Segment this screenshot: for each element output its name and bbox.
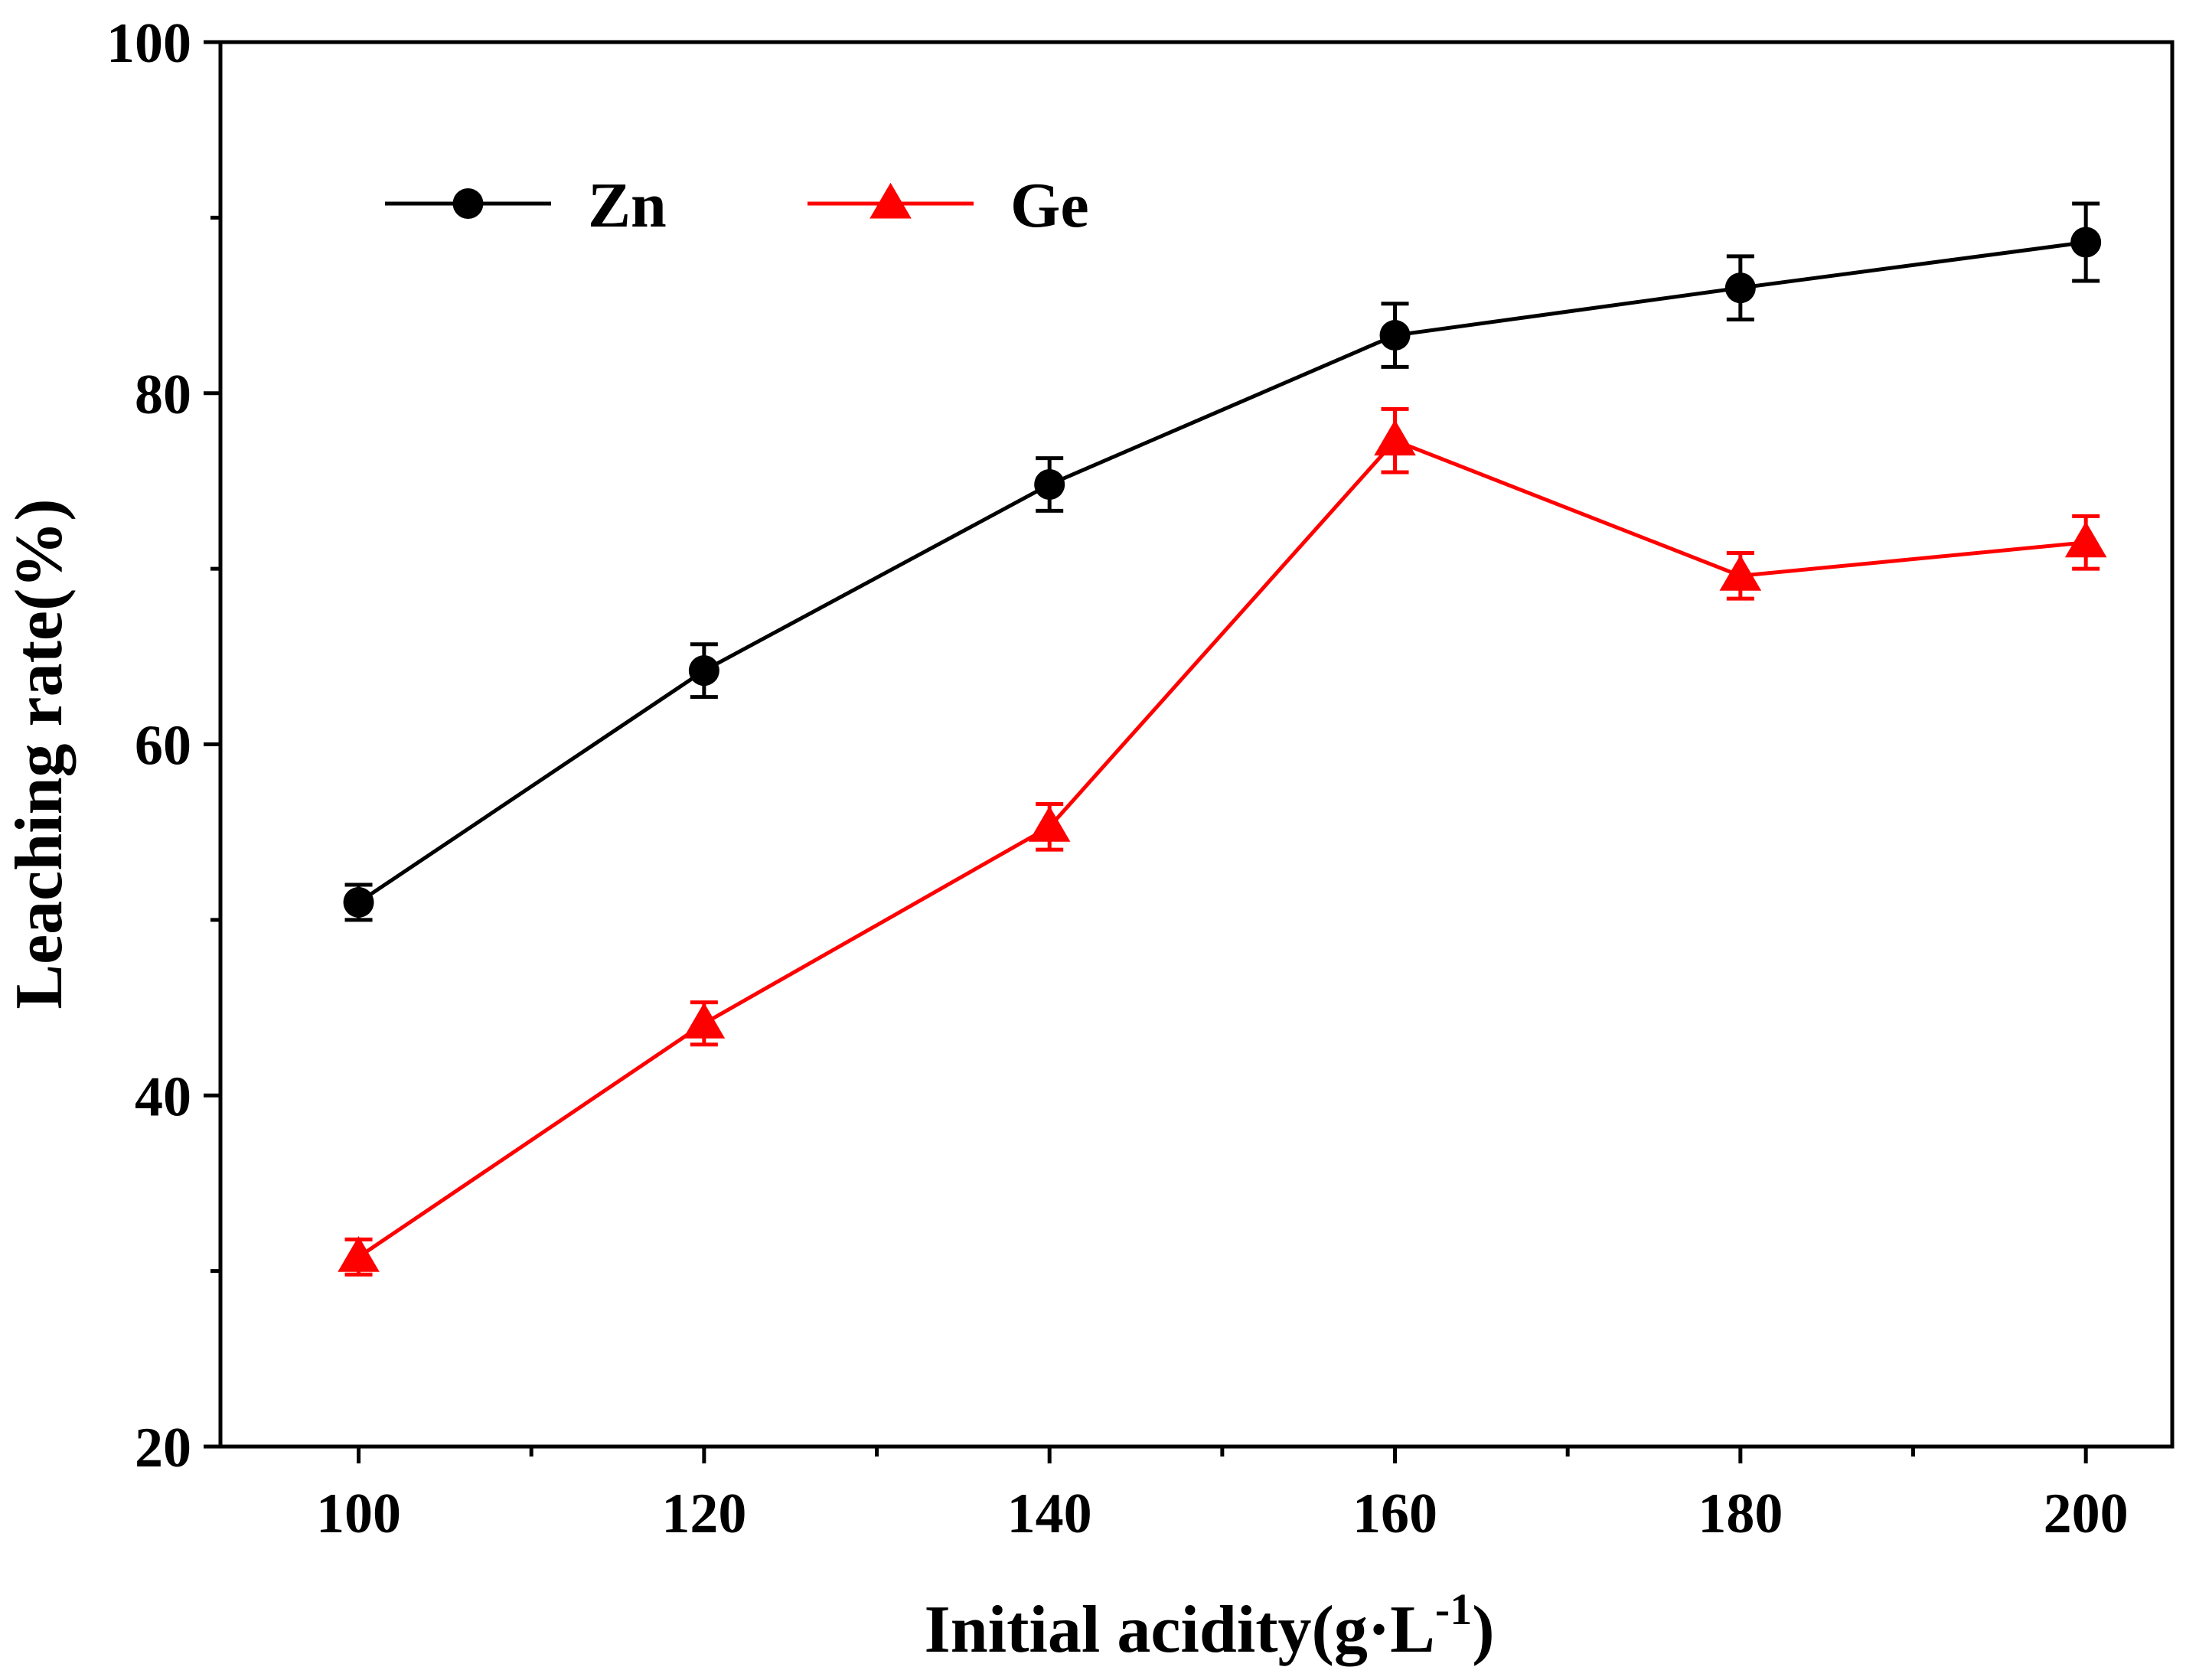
series-line-zn [357, 240, 2086, 905]
data-point-zn-180 [1724, 272, 1756, 304]
legend-label-ge: Ge [1010, 170, 1089, 241]
x-tick-label-120: 120 [661, 1483, 746, 1545]
data-point-ge-180 [1719, 555, 1762, 591]
plot-frame [218, 40, 2175, 1449]
series-zn [343, 201, 2102, 922]
y-tick-label-100: 100 [106, 12, 191, 75]
x-tick-label-200: 200 [2044, 1483, 2129, 1545]
data-point-zn-200 [2070, 227, 2102, 258]
x-axis-title-superscript: -1 [1435, 1584, 1472, 1634]
legend-item-zn: Zn [385, 170, 667, 241]
series-line-ge [357, 438, 2086, 1259]
data-point-zn-100 [343, 886, 374, 918]
x-axis-title-close: ) [1472, 1593, 1494, 1667]
data-point-ge-200 [2064, 521, 2107, 558]
y-tick-label-80: 80 [135, 364, 191, 426]
x-axis-title: Initial acidity(g·L-1) [924, 1584, 1494, 1667]
data-point-ge-120 [683, 1002, 726, 1039]
x-axis-title-main: Initial acidity(g·L [924, 1593, 1434, 1667]
y-tick-label-20: 20 [135, 1417, 191, 1479]
x-tick-label-100: 100 [316, 1483, 401, 1545]
data-point-zn-140 [1034, 469, 1065, 501]
legend-marker-zn [452, 188, 484, 219]
legend-item-ge: Ge [808, 170, 1089, 241]
data-point-ge-160 [1374, 419, 1416, 456]
data-point-zn-160 [1379, 320, 1411, 351]
data-point-ge-140 [1028, 806, 1071, 842]
y-tick-label-60: 60 [135, 715, 191, 778]
x-tick-label-180: 180 [1698, 1483, 1783, 1545]
series-ge [338, 406, 2107, 1277]
data-point-ge-100 [338, 1235, 380, 1272]
legend-marker-ge [870, 182, 912, 219]
y-axis-title: Leaching rate(%) [2, 498, 77, 1009]
y-tick-label-40: 40 [135, 1065, 191, 1128]
legend-label-zn: Zn [588, 170, 667, 241]
x-tick-label-140: 140 [1007, 1483, 1092, 1545]
data-point-zn-120 [688, 655, 719, 687]
x-tick-label-160: 160 [1352, 1483, 1437, 1545]
